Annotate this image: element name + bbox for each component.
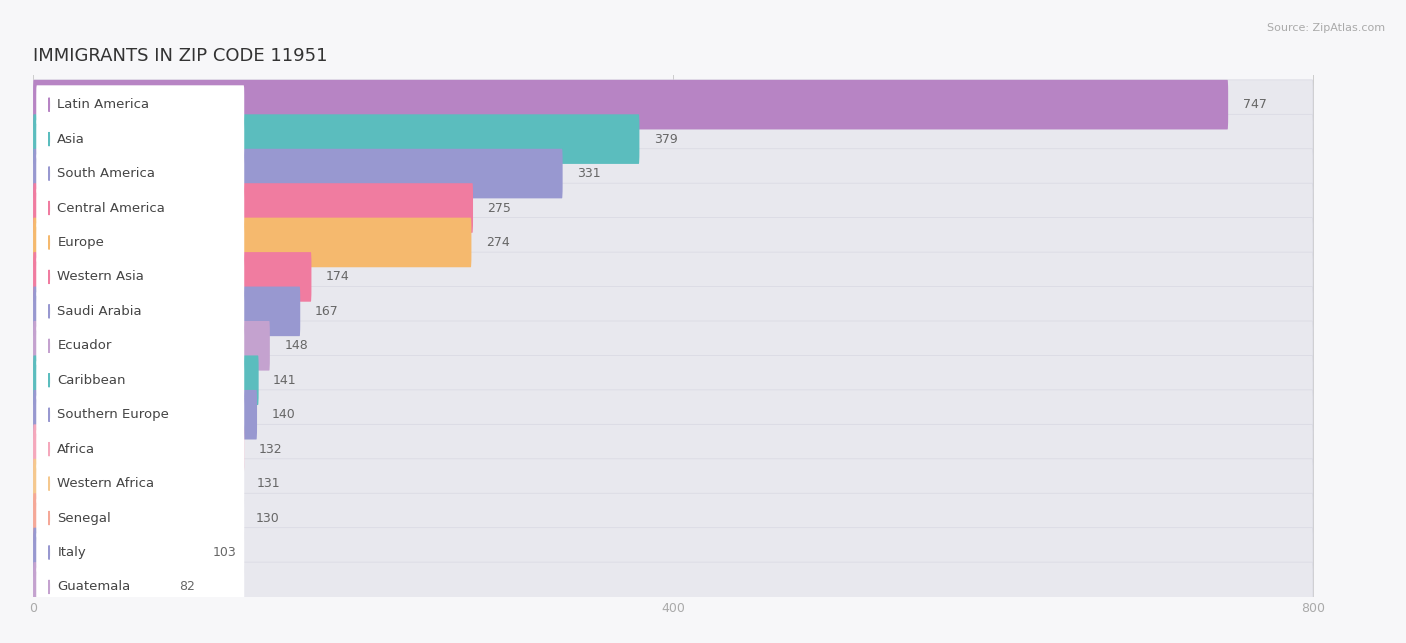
FancyBboxPatch shape [34,562,1313,611]
FancyBboxPatch shape [34,252,312,302]
FancyBboxPatch shape [34,562,165,611]
FancyBboxPatch shape [34,287,1313,336]
Text: 274: 274 [486,236,509,249]
FancyBboxPatch shape [34,424,1313,474]
Text: Guatemala: Guatemala [58,581,131,593]
FancyBboxPatch shape [37,464,245,503]
Text: Western Asia: Western Asia [58,271,145,284]
Text: 130: 130 [256,512,280,525]
Text: 141: 141 [273,374,297,386]
Text: 167: 167 [315,305,339,318]
Text: Western Africa: Western Africa [58,477,155,490]
Text: 331: 331 [576,167,600,180]
FancyBboxPatch shape [34,493,1313,543]
FancyBboxPatch shape [34,217,1313,267]
FancyBboxPatch shape [34,80,1229,129]
Text: Latin America: Latin America [58,98,149,111]
FancyBboxPatch shape [37,223,245,262]
Text: 103: 103 [212,546,236,559]
Text: 82: 82 [179,581,194,593]
Text: 131: 131 [257,477,281,490]
FancyBboxPatch shape [37,361,245,399]
FancyBboxPatch shape [37,499,245,538]
Text: 275: 275 [488,201,512,215]
FancyBboxPatch shape [34,149,562,198]
FancyBboxPatch shape [37,86,245,124]
Text: South America: South America [58,167,156,180]
FancyBboxPatch shape [37,533,245,572]
FancyBboxPatch shape [34,252,1313,302]
Text: 140: 140 [271,408,295,421]
FancyBboxPatch shape [37,327,245,365]
FancyBboxPatch shape [37,292,245,331]
FancyBboxPatch shape [37,258,245,296]
FancyBboxPatch shape [34,459,1313,509]
FancyBboxPatch shape [34,287,301,336]
Text: Central America: Central America [58,201,166,215]
FancyBboxPatch shape [37,188,245,228]
FancyBboxPatch shape [34,356,1313,405]
Text: 174: 174 [326,271,350,284]
FancyBboxPatch shape [34,424,245,474]
Text: Senegal: Senegal [58,512,111,525]
Text: Africa: Africa [58,442,96,456]
FancyBboxPatch shape [34,390,1313,440]
Text: Source: ZipAtlas.com: Source: ZipAtlas.com [1267,23,1385,33]
FancyBboxPatch shape [37,568,245,606]
Text: Caribbean: Caribbean [58,374,127,386]
FancyBboxPatch shape [37,120,245,158]
FancyBboxPatch shape [34,528,1313,577]
FancyBboxPatch shape [34,390,257,440]
FancyBboxPatch shape [37,395,245,434]
FancyBboxPatch shape [34,114,640,164]
FancyBboxPatch shape [37,154,245,193]
FancyBboxPatch shape [37,430,245,469]
FancyBboxPatch shape [34,321,1313,370]
FancyBboxPatch shape [34,80,1313,129]
FancyBboxPatch shape [34,528,198,577]
Text: Ecuador: Ecuador [58,340,111,352]
Text: Asia: Asia [58,132,86,145]
Text: Europe: Europe [58,236,104,249]
Text: 132: 132 [259,442,283,456]
Text: IMMIGRANTS IN ZIP CODE 11951: IMMIGRANTS IN ZIP CODE 11951 [34,47,328,65]
Text: 148: 148 [284,340,308,352]
FancyBboxPatch shape [34,114,1313,164]
Text: 747: 747 [1243,98,1267,111]
FancyBboxPatch shape [34,459,243,509]
FancyBboxPatch shape [34,183,472,233]
Text: Italy: Italy [58,546,86,559]
Text: Saudi Arabia: Saudi Arabia [58,305,142,318]
FancyBboxPatch shape [34,493,240,543]
FancyBboxPatch shape [34,217,471,267]
Text: Southern Europe: Southern Europe [58,408,169,421]
FancyBboxPatch shape [34,183,1313,233]
FancyBboxPatch shape [34,356,259,405]
FancyBboxPatch shape [34,321,270,370]
FancyBboxPatch shape [34,149,1313,198]
Text: 379: 379 [654,132,678,145]
